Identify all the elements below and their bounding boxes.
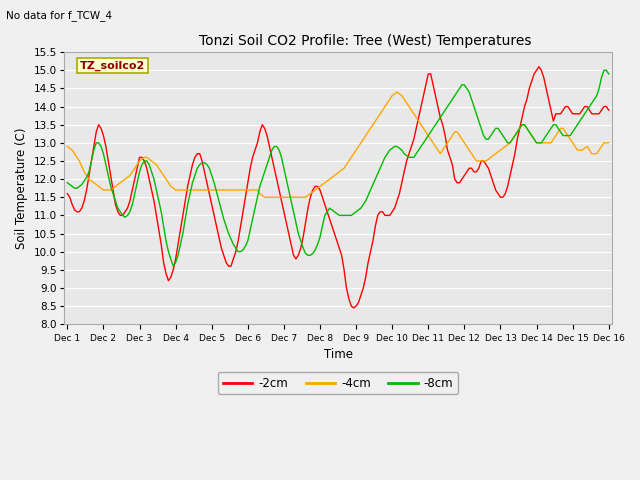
X-axis label: Time: Time	[324, 348, 353, 361]
Title: Tonzi Soil CO2 Profile: Tree (West) Temperatures: Tonzi Soil CO2 Profile: Tree (West) Temp…	[199, 34, 532, 48]
Legend: -2cm, -4cm, -8cm: -2cm, -4cm, -8cm	[218, 372, 458, 395]
Y-axis label: Soil Temperature (C): Soil Temperature (C)	[15, 127, 28, 249]
Text: No data for f_TCW_4: No data for f_TCW_4	[6, 10, 113, 21]
Text: TZ_soilco2: TZ_soilco2	[80, 60, 145, 71]
